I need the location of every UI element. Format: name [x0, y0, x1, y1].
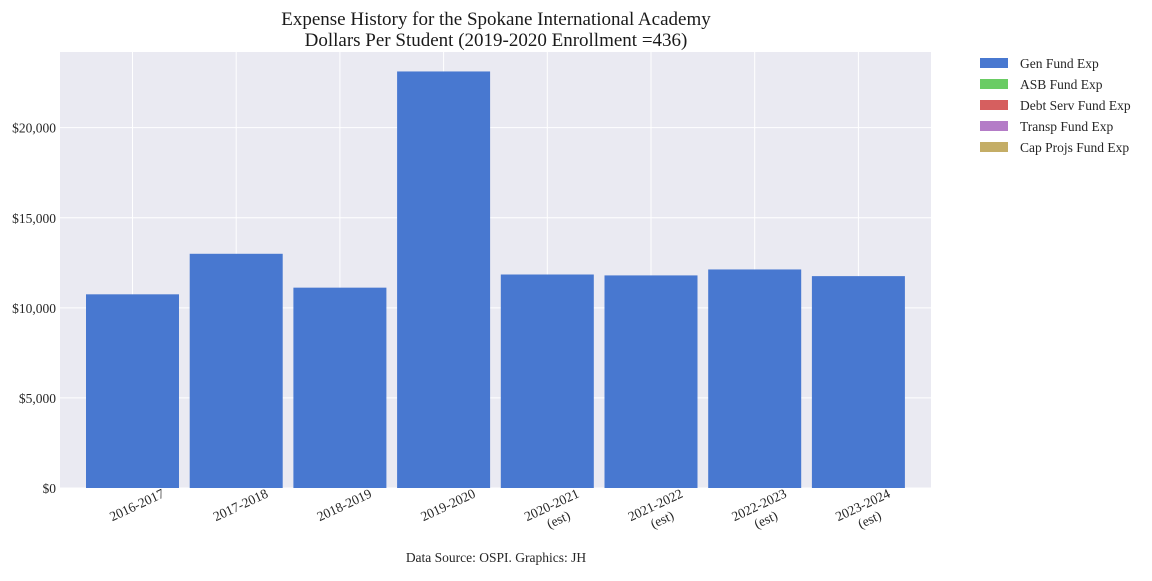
bar-gen-fund-exp [500, 274, 594, 488]
x-tick-label: 2017-2018 [211, 486, 271, 524]
y-tick-label: $5,000 [19, 391, 56, 406]
bar-gen-fund-exp [811, 276, 905, 488]
legend-item: Gen Fund Exp [980, 56, 1099, 71]
x-tick-label: 2023-2024(est) [833, 486, 893, 532]
bar-gen-fund-exp [189, 253, 283, 488]
legend-item: Debt Serv Fund Exp [980, 98, 1131, 113]
x-tick-label: 2021-2022(est) [626, 486, 685, 532]
legend-swatch [980, 79, 1008, 89]
legend-swatch [980, 121, 1008, 131]
bar-gen-fund-exp [708, 269, 802, 488]
legend-label: Debt Serv Fund Exp [1020, 98, 1131, 113]
y-tick-label: $0 [43, 481, 57, 496]
legend-swatch [980, 142, 1008, 152]
x-tick-label: 2016-2017 [107, 486, 167, 524]
legend: Gen Fund Exp ASB Fund Exp Debt Serv Fund E… [980, 56, 1131, 155]
x-tick-label-line: 2017-2018 [211, 486, 271, 524]
source-note: Data Source: OSPI. Graphics: JH [406, 550, 587, 565]
legend-item: ASB Fund Exp [980, 77, 1103, 92]
x-tick-label: 2018-2019 [315, 486, 375, 524]
x-tick-label: 2022-2023(est) [729, 486, 789, 532]
x-tick-label-line: 2019-2020 [418, 486, 478, 524]
legend-item: Cap Projs Fund Exp [980, 140, 1129, 155]
bar-gen-fund-exp [293, 287, 387, 488]
legend-label: ASB Fund Exp [1020, 77, 1103, 92]
legend-swatch [980, 58, 1008, 68]
y-tick-label: $20,000 [12, 121, 56, 136]
x-tick-label: 2020-2021(est) [522, 486, 581, 532]
x-tick-label: 2019-2020 [418, 486, 478, 524]
y-tick-label: $10,000 [12, 301, 56, 316]
bars [86, 71, 905, 488]
legend-label: Gen Fund Exp [1020, 56, 1099, 71]
bar-gen-fund-exp [397, 71, 491, 488]
bar-gen-fund-exp [86, 294, 179, 488]
chart-title-line-1: Expense History for the Spokane Internat… [281, 9, 711, 30]
x-tick-label-line: 2018-2019 [315, 486, 375, 524]
x-axis-ticks: 2016-2017 2017-2018 2018-2019 2019-2020 2020… [107, 486, 893, 532]
legend-item: Transp Fund Exp [980, 119, 1114, 134]
legend-label: Cap Projs Fund Exp [1020, 140, 1129, 155]
y-axis-ticks: $0 $5,000 $10,000 $15,000 $20,000 [12, 121, 56, 496]
bar-gen-fund-exp [604, 275, 698, 488]
y-tick-label: $15,000 [12, 211, 56, 226]
x-tick-label-line: 2016-2017 [107, 486, 167, 524]
legend-label: Transp Fund Exp [1020, 119, 1114, 134]
chart-title-line-2: Dollars Per Student (2019-2020 Enrollmen… [305, 30, 688, 51]
legend-swatch [980, 100, 1008, 110]
